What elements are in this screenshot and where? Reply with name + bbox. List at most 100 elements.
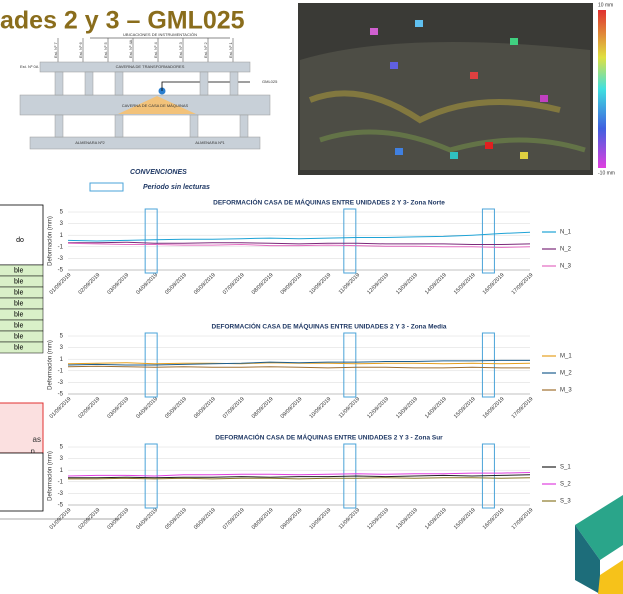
x-tick-label: 01/09/2019	[49, 272, 73, 296]
table-rows: ble ble ble ble ble ble ble ble	[0, 264, 44, 354]
series-line	[67, 362, 531, 365]
x-tick-label: 11/09/2019	[338, 396, 361, 419]
x-tick-label: 17/09/2019	[511, 396, 535, 420]
x-tick-label: 11/09/2019	[338, 507, 361, 530]
y-tick-label: 5	[60, 334, 64, 340]
no-reading-box	[343, 332, 357, 398]
x-tick-label: 16/09/2019	[482, 396, 506, 420]
x-tick-label: 11/09/2019	[338, 272, 361, 295]
series-line	[67, 472, 531, 477]
x-tick-label: 09/09/2019	[280, 272, 304, 296]
table-cell	[0, 341, 44, 354]
station-label: Est. Nº 7	[53, 42, 58, 58]
photo-markers	[370, 20, 548, 159]
no-reading-box	[481, 208, 495, 274]
x-tick-label: 09/09/2019	[280, 507, 304, 531]
right-shaft: ALMENARA Nº1	[195, 140, 225, 145]
table-cell-text: ble	[14, 333, 23, 340]
x-tick-label: 12/09/2019	[366, 272, 390, 296]
series-line	[67, 365, 530, 369]
table-cell	[0, 452, 44, 512]
x-tick-label: 02/09/2019	[78, 396, 102, 420]
x-tick-label: 16/09/2019	[482, 272, 506, 296]
chart-title: DEFORMACIÓN CASA DE MÁQUINAS ENTRE UNIDA…	[213, 198, 445, 207]
columns	[54, 71, 249, 138]
y-axis-label: Deformación (mm)	[48, 451, 54, 501]
table-cell-text: ble	[14, 267, 23, 274]
diagram: UBICACIONES DE INSTRUMENTACIÓN Est. Nº 7…	[19, 32, 278, 192]
station-label: Est. Nº 5	[103, 42, 108, 58]
turbine-area	[118, 96, 196, 114]
x-tick-label: 05/09/2019	[164, 507, 188, 531]
series-line	[67, 231, 531, 242]
x-tick-label: 08/09/2019	[251, 507, 275, 531]
table-cell-text: ble	[14, 311, 23, 318]
station-label: Est. Nº 4A	[128, 39, 133, 58]
y-tick-label: 5	[60, 210, 64, 216]
table-cell-text: ble	[14, 300, 23, 307]
x-tick-label: 13/09/2019	[395, 272, 419, 296]
series-line	[67, 359, 530, 366]
x-tick-label: 17/09/2019	[511, 507, 535, 531]
x-tick-label: 04/09/2019	[135, 272, 159, 296]
y-tick-label: 3	[60, 221, 64, 227]
x-tick-label: 07/09/2019	[222, 507, 246, 531]
x-tick-label: 16/09/2019	[482, 507, 506, 531]
x-tick-label: 10/09/2019	[309, 272, 333, 296]
x-tick-label: 17/09/2019	[511, 272, 535, 296]
chart-title: DEFORMACIÓN CASA DE MÁQUINAS ENTRE UNIDA…	[212, 322, 447, 331]
table-cell-text: ble	[14, 278, 23, 285]
no-reading-box	[144, 208, 158, 274]
x-tick-label: 13/09/2019	[395, 396, 419, 420]
legend-label: N_3	[560, 264, 572, 270]
scale-min: -10 mm	[598, 170, 615, 176]
instrument-arrow	[161, 81, 250, 91]
chart-title: DEFORMACIÓN CASA DE MÁQUINAS ENTRE UNIDA…	[215, 433, 443, 442]
series-line	[68, 474, 531, 479]
upper-cavern	[39, 61, 251, 73]
x-tick-label: 15/09/2019	[453, 507, 477, 531]
x-tick-label: 15/09/2019	[453, 272, 477, 296]
y-tick-label: -3	[58, 380, 64, 386]
y-tick-label: 1	[60, 357, 64, 363]
legend-label: M_3	[560, 388, 572, 394]
x-tick-label: 15/09/2019	[453, 396, 477, 420]
y-tick-label: -5	[58, 392, 64, 398]
x-tick-label: 01/09/2019	[49, 396, 73, 420]
y-axis-label: Deformación (mm)	[48, 216, 54, 266]
x-tick-label: 06/09/2019	[193, 272, 217, 296]
y-tick-label: -1	[58, 244, 64, 250]
y-tick-label: -3	[58, 256, 64, 262]
x-tick-label: 08/09/2019	[251, 272, 275, 296]
legend-label: S_3	[560, 499, 571, 505]
logo	[575, 495, 623, 594]
shafts	[29, 136, 261, 150]
convention-box	[89, 182, 124, 192]
legend-label: N_1	[560, 230, 572, 236]
scale-max: 10 mm	[598, 2, 613, 8]
x-tick-label: 08/09/2019	[251, 396, 275, 420]
y-tick-label: -5	[58, 268, 64, 274]
table-header: do	[16, 237, 24, 244]
stations: Est. Nº 7 Est. Nº 6 Est. Nº 5 Est. Nº 4A Est…	[53, 38, 234, 62]
y-tick-label: -1	[58, 368, 64, 374]
station-label: Est. Nº 3	[178, 42, 183, 58]
y-tick-label: 1	[60, 468, 64, 474]
x-tick-label: 10/09/2019	[309, 507, 333, 531]
x-tick-label: 04/09/2019	[135, 396, 159, 420]
table-header-cell	[0, 204, 44, 266]
x-tick-label: 12/09/2019	[366, 507, 390, 531]
station-label: Est. Nº 1	[228, 42, 233, 58]
color-bar	[598, 10, 606, 168]
legend-label: M_1	[560, 354, 572, 360]
table-cell-text: ble	[14, 322, 23, 329]
lower-cavern-label: CAVERNA DE CASA DE MÁQUINAS	[122, 103, 189, 108]
charts: DEFORMACIÓN CASA DE MÁQUINAS ENTRE UNIDA…	[48, 198, 573, 531]
y-tick-label: -1	[58, 479, 64, 485]
legend-label: S_2	[560, 482, 571, 488]
alert-text: n	[31, 447, 35, 456]
no-reading-box	[481, 332, 495, 398]
alert-cell	[0, 402, 44, 454]
